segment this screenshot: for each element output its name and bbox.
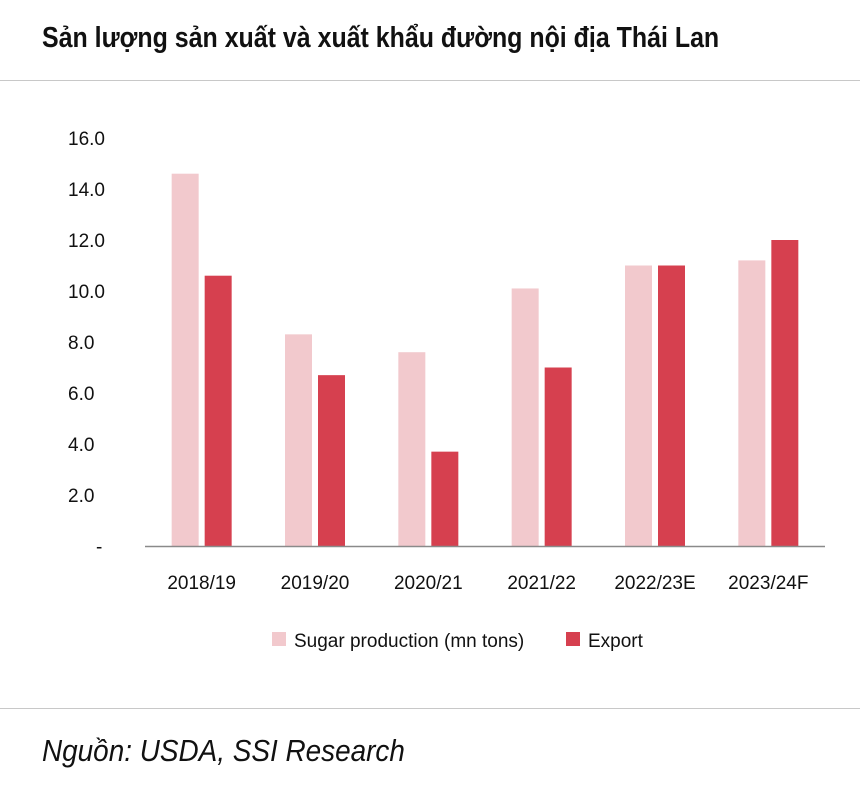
x-tick-label: 2023/24F <box>728 573 808 594</box>
top-divider <box>0 80 860 81</box>
export-bar <box>658 265 685 546</box>
chart-legend: Sugar production (mn tons) Export <box>272 631 644 652</box>
x-tick-label: 2022/23E <box>614 573 695 594</box>
export-bar <box>544 367 572 546</box>
legend-item-export: Export <box>588 631 644 652</box>
y-tick-label: 16.0 <box>68 129 105 150</box>
y-tick-label: 4.0 <box>68 435 94 456</box>
export-bar <box>431 451 459 546</box>
x-tick-label: 2021/22 <box>507 573 576 594</box>
y-tick-label: 12.0 <box>68 231 105 252</box>
production-bar <box>625 265 652 546</box>
x-tick-label: 2020/21 <box>394 573 463 594</box>
y-tick-label: 8.0 <box>68 333 94 354</box>
y-tick-label: 14.0 <box>68 180 105 201</box>
legend-item-production: Sugar production (mn tons) <box>294 631 524 652</box>
bottom-divider <box>0 708 860 709</box>
y-tick-label: - <box>96 537 102 558</box>
export-bar <box>204 275 232 546</box>
y-tick-label: 2.0 <box>68 486 94 507</box>
production-bar <box>171 173 199 546</box>
production-bar <box>285 334 312 546</box>
chart-canvas: -2.04.06.08.010.012.014.016.0 2018/19 201… <box>68 129 825 652</box>
export-bar <box>318 375 345 546</box>
x-axis-tick-labels: 2018/19 2019/20 2020/21 2021/22 2022/23E 2023… <box>167 573 808 594</box>
production-bar <box>398 352 426 546</box>
export-bar <box>771 240 799 546</box>
legend-swatch <box>566 632 580 646</box>
source-note: Nguồn: USDA, SSI Research <box>42 733 405 768</box>
y-tick-label: 10.0 <box>68 282 105 303</box>
chart-bars <box>171 173 799 546</box>
chart-title: Sản lượng sản xuất và xuất khẩu đường nộ… <box>42 22 720 54</box>
x-tick-label: 2019/20 <box>281 573 350 594</box>
y-tick-label: 6.0 <box>68 384 94 405</box>
y-axis-tick-labels: - 2.0 4.0 6.0 8.0 10.0 12.0 14.0 16.0 <box>68 129 105 558</box>
production-bar <box>738 260 766 546</box>
legend-swatch <box>272 632 286 646</box>
production-bar <box>511 288 539 546</box>
x-tick-label: 2018/19 <box>167 573 236 594</box>
